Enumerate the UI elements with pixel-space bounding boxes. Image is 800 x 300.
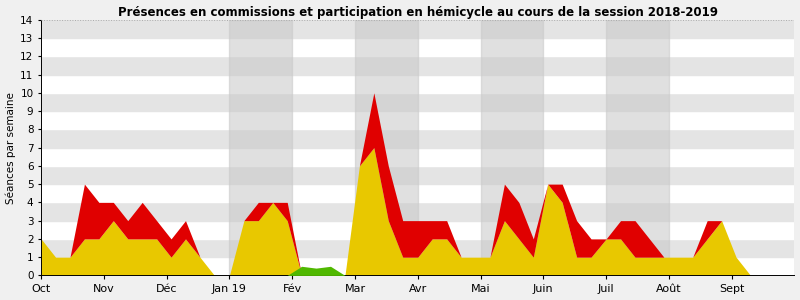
Bar [41,184,794,202]
Bar [41,74,794,93]
Bar [41,20,794,38]
Bar [41,93,794,111]
Bar [41,129,794,148]
Bar [41,166,794,184]
Bar [41,111,794,129]
Bar [355,20,418,275]
Bar [606,20,669,275]
Bar [41,56,794,74]
Y-axis label: Séances par semaine: Séances par semaine [6,92,16,203]
Bar [41,257,794,275]
Bar [481,20,543,275]
Bar [41,148,794,166]
Bar [41,202,794,220]
Bar [41,220,794,239]
Bar [230,20,292,275]
Bar [41,239,794,257]
Title: Présences en commissions et participation en hémicycle au cours de la session 20: Présences en commissions et participatio… [118,6,718,19]
Bar [41,38,794,56]
